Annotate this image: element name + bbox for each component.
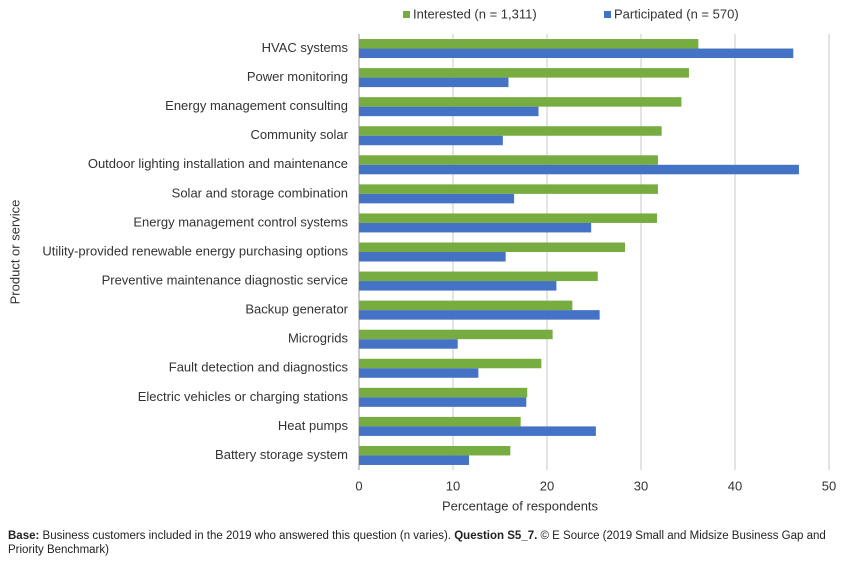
x-tick-label: 50 (822, 478, 836, 493)
bar (359, 358, 542, 369)
footnote-base-label: Base: (8, 530, 40, 542)
y-tick-label: Energy management control systems (133, 214, 348, 229)
y-tick-label: Power monitoring (247, 69, 348, 84)
legend-label: Interested (n = 1,311) (413, 6, 537, 21)
bar (359, 387, 528, 398)
y-tick-label: Heat pumps (278, 418, 349, 433)
bar (359, 368, 479, 378)
legend-label: Participated (n = 570) (614, 6, 739, 21)
bar (359, 310, 600, 320)
y-axis-label: Product or service (7, 200, 22, 305)
bar (359, 397, 527, 407)
bar (359, 39, 699, 49)
y-tick-label: Backup generator (245, 302, 348, 317)
bar (359, 97, 682, 107)
x-axis-label: Percentage of respondents (442, 498, 599, 513)
bar (359, 416, 521, 427)
footnote-base-text: Business customers included in the 2019 … (42, 530, 452, 542)
bar (359, 126, 662, 136)
y-tick-label: Energy management consulting (165, 98, 348, 113)
y-tick-label: Preventive maintenance diagnostic servic… (102, 273, 348, 288)
bar (359, 106, 539, 117)
y-tick-label: Electric vehicles or charging stations (138, 389, 349, 404)
bar (359, 135, 503, 146)
y-tick-label: HVAC systems (262, 40, 349, 55)
bar (359, 164, 799, 175)
bar (359, 300, 573, 311)
bar (359, 193, 515, 204)
bar (359, 184, 658, 194)
bar (359, 445, 511, 456)
bar (359, 329, 553, 340)
footnote-source: © E Source (2019 Small and Midsize Busin… (8, 530, 826, 556)
x-tick-label: 40 (728, 478, 742, 493)
y-tick-label: Community solar (250, 127, 348, 142)
bar (359, 339, 458, 349)
bar (359, 213, 657, 223)
bar (359, 48, 794, 59)
bar (359, 455, 469, 465)
y-tick-label: Utility-provided renewable energy purcha… (42, 243, 348, 258)
bar (359, 77, 509, 88)
x-tick-label: 0 (355, 478, 362, 493)
bar (359, 155, 658, 165)
footnote: Base: Business customers included in the… (8, 529, 838, 557)
legend-swatch (604, 11, 611, 18)
x-tick-label: 20 (540, 478, 554, 493)
bar (359, 252, 506, 262)
bar (359, 281, 557, 291)
bar (359, 426, 596, 436)
y-tick-label: Battery storage system (215, 447, 348, 462)
bar (359, 242, 626, 252)
bar (359, 271, 598, 282)
legend-swatch (403, 11, 410, 18)
bar (359, 222, 592, 233)
footnote-question: Question S5_7. (454, 530, 538, 542)
y-tick-label: Solar and storage combination (172, 185, 348, 200)
y-tick-label: Microgrids (288, 331, 348, 346)
x-tick-label: 10 (446, 478, 460, 493)
y-tick-label: Fault detection and diagnostics (169, 360, 349, 375)
y-tick-label: Outdoor lighting installation and mainte… (88, 156, 348, 171)
bar (359, 68, 689, 78)
x-tick-label: 30 (634, 478, 648, 493)
chart: Percentage of respondents Product or ser… (7, 6, 836, 513)
